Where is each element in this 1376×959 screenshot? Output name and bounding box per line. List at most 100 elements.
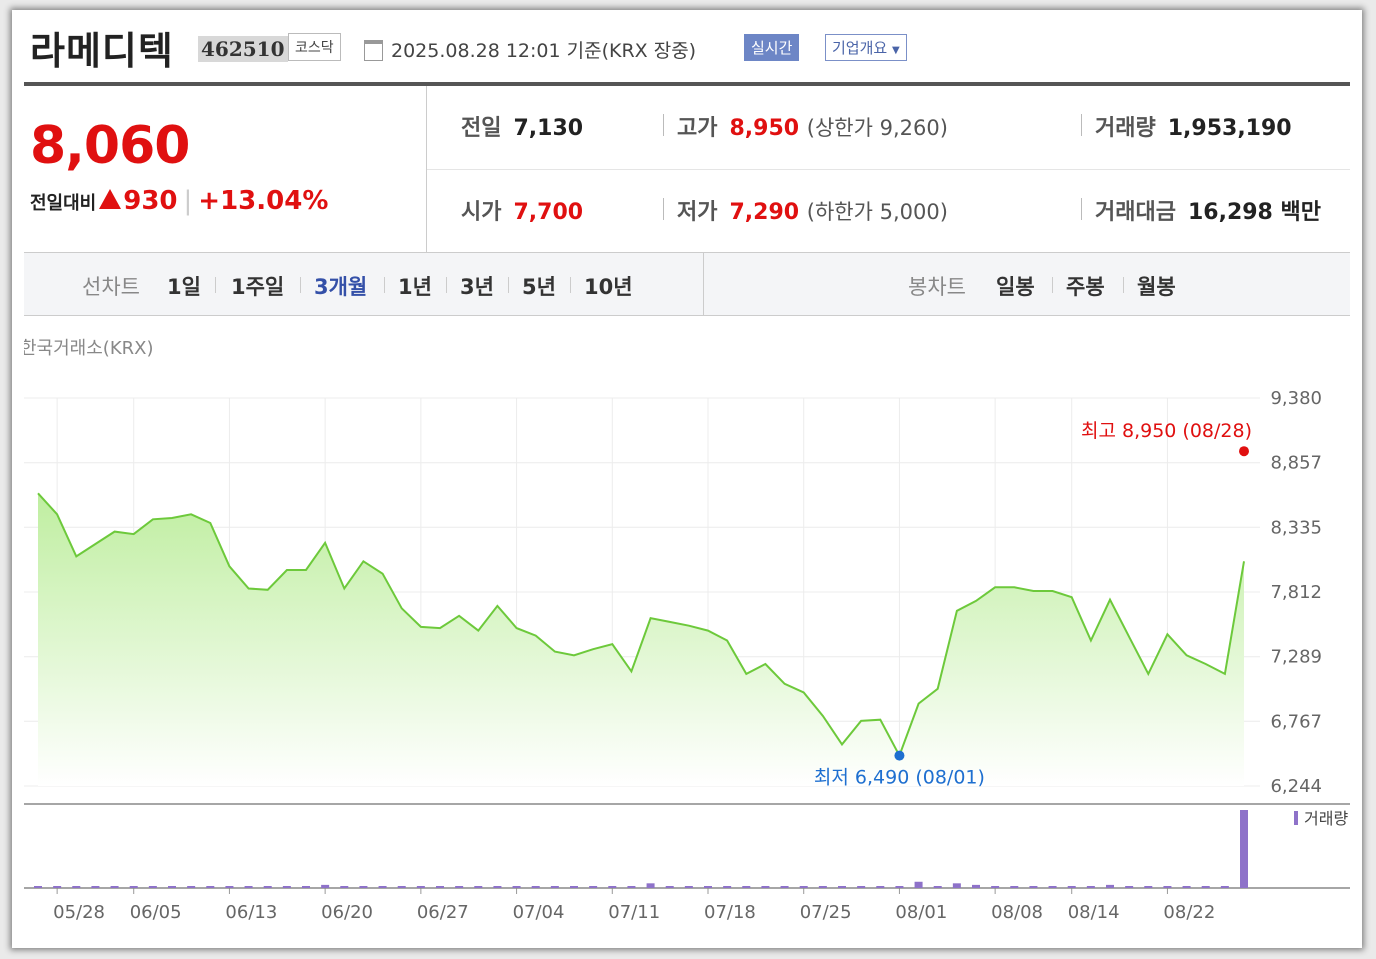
volume-bar — [589, 886, 598, 888]
x-tick-label: 06/20 — [321, 902, 373, 923]
tab-separator — [508, 277, 509, 293]
volume-bar — [321, 884, 330, 888]
volume-bar — [531, 886, 540, 888]
stat-separator — [663, 198, 664, 220]
volume-bar — [378, 886, 387, 888]
change-value: 930 — [123, 186, 178, 216]
x-tick-label: 06/27 — [417, 902, 469, 923]
volume-bar — [799, 886, 808, 888]
stat-upper-limit: (상한가 9,260) — [806, 116, 948, 140]
company-overview-label: 기업개요 — [832, 39, 888, 57]
x-tick-label: 08/01 — [895, 902, 947, 923]
stat-volume-label: 거래량 — [1095, 116, 1156, 141]
volume-bar — [991, 886, 1000, 888]
timestamp: 2025.08.28 12:01 기준(KRX 장중) — [391, 40, 697, 62]
volume-bar — [627, 886, 636, 888]
x-tick-label: 07/04 — [513, 902, 565, 923]
price-box: 8,060 전일대비 930 | +13.04% — [24, 86, 427, 252]
volume-bar — [608, 886, 617, 888]
stats-table: 전일 7,130 고가 8,950 (상한가 9,260) 거래량 1,953,190… — [427, 86, 1350, 252]
y-tick-label: 8,335 — [1270, 517, 1322, 538]
volume-bar — [187, 886, 196, 888]
volume-bar — [1125, 886, 1134, 888]
tab-daily[interactable]: 일봉 — [996, 275, 1035, 299]
tab-weekly[interactable]: 주봉 — [1066, 275, 1105, 299]
tab-1d[interactable]: 1일 — [167, 275, 201, 299]
volume-bar — [282, 886, 291, 888]
tab-3m[interactable]: 3개월 — [314, 275, 368, 299]
x-tick-label: 05/28 — [53, 902, 105, 923]
x-tick-label: 07/11 — [608, 902, 660, 923]
change-label: 전일대비 — [30, 193, 97, 214]
chart-widget: 라메디텍 462510 코스닥 2025.08.28 12:01 기준(KRX … — [12, 10, 1362, 948]
volume-bar — [53, 886, 62, 888]
tab-1w[interactable]: 1주일 — [231, 275, 285, 299]
company-overview-button[interactable]: 기업개요 ▼ — [825, 34, 907, 61]
volume-bar — [570, 886, 578, 888]
volume-bar — [723, 886, 732, 888]
volume-bar — [914, 881, 923, 888]
stat-prev: 전일 7,130 — [461, 110, 583, 142]
y-tick-label: 7,289 — [1270, 647, 1322, 668]
tab-monthly[interactable]: 월봉 — [1137, 275, 1176, 299]
volume-bar — [761, 886, 770, 888]
stat-open: 시가 7,700 — [461, 194, 583, 226]
stat-high-label: 고가 — [677, 116, 718, 141]
volume-bar — [818, 886, 827, 888]
tab-5y[interactable]: 5년 — [522, 275, 556, 299]
change-separator: | — [183, 186, 193, 216]
tab-separator — [1052, 277, 1053, 293]
volume-bar — [646, 883, 655, 888]
tab-separator — [384, 277, 385, 293]
volume-bar — [876, 886, 885, 888]
change-percent: +13.04% — [198, 186, 329, 216]
y-tick-label: 6,244 — [1270, 776, 1322, 797]
volume-bar — [436, 886, 444, 888]
high-label: 최고 8,950 (08/28) — [1081, 420, 1252, 442]
volume-bar — [168, 886, 176, 888]
stat-amount: 거래대금 16,298 백만 — [1081, 194, 1322, 226]
tab-10y[interactable]: 10년 — [584, 275, 633, 299]
stats-row-divider — [427, 169, 1350, 170]
chart-tabs: 선차트 1일 1주일 3개월 1년 3년 5년 10년 봉차트 일봉 주봉 월봉 — [24, 253, 1350, 316]
volume-bar — [684, 886, 693, 888]
tab-separator — [215, 277, 216, 293]
exchange-label: 한국거래소(KRX) — [24, 338, 154, 359]
stat-volume-value: 1,953,190 — [1167, 116, 1292, 141]
volume-bar — [704, 886, 712, 888]
volume-bar — [397, 886, 406, 888]
volume-bar — [72, 886, 81, 888]
stat-high-value: 8,950 — [729, 116, 800, 141]
volume-bar — [838, 886, 846, 888]
volume-bar — [34, 886, 42, 888]
low-marker — [894, 750, 905, 761]
volume-legend-label: 거래량 — [1304, 809, 1349, 828]
tab-3y[interactable]: 3년 — [460, 275, 494, 299]
volume-bar — [474, 886, 483, 888]
price-area — [38, 493, 1244, 786]
x-tick-label: 08/22 — [1163, 902, 1215, 923]
tab-separator — [300, 277, 301, 293]
realtime-button[interactable]: 실시간 — [744, 34, 800, 61]
y-tick-label: 8,857 — [1270, 453, 1322, 474]
volume-bar — [148, 886, 157, 888]
volume-bar — [1220, 886, 1229, 888]
volume-bar — [1010, 886, 1019, 888]
market-badge: 코스닥 — [288, 33, 341, 61]
volume-bar — [972, 884, 980, 888]
stat-low: 저가 7,290 (하한가 5,000) — [663, 194, 948, 226]
stat-amount-unit: 백만 — [1280, 200, 1322, 225]
volume-bar — [455, 886, 464, 888]
volume-legend-swatch — [1294, 811, 1298, 825]
volume-bar — [244, 886, 253, 888]
tab-separator — [446, 277, 447, 293]
y-tick-label: 6,767 — [1270, 711, 1322, 732]
volume-bar — [952, 883, 961, 888]
high-marker — [1239, 446, 1249, 457]
volume-bar — [129, 886, 138, 888]
stat-amount-label: 거래대금 — [1095, 200, 1176, 225]
volume-bar — [742, 886, 751, 888]
tab-1y[interactable]: 1년 — [398, 275, 432, 299]
stat-low-label: 저가 — [677, 200, 718, 225]
calendar-icon — [364, 40, 383, 61]
